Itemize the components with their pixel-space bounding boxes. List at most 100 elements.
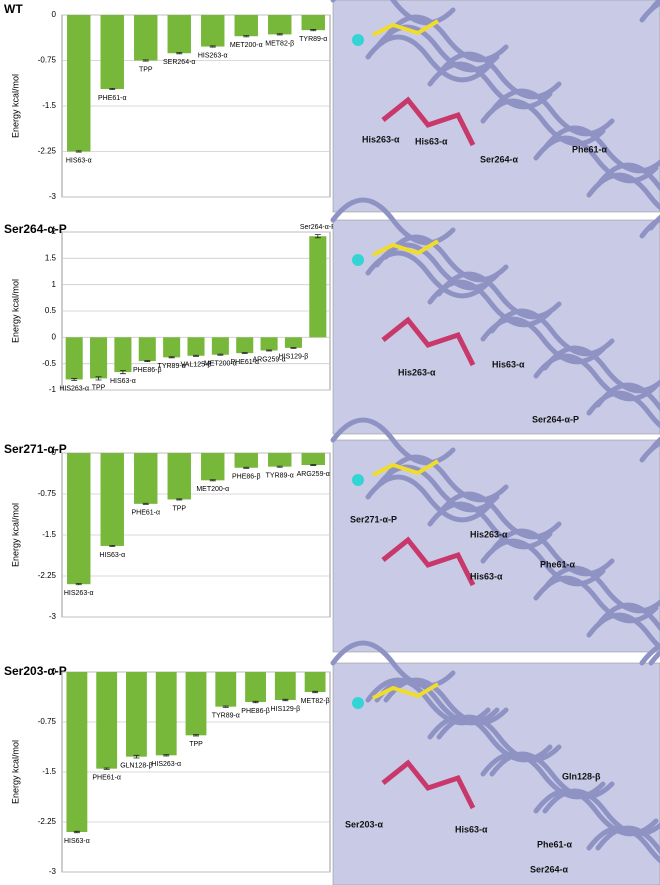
y-tick-label: -0.5 — [42, 359, 56, 368]
error-bar — [75, 150, 82, 153]
bar-label: HIS129-β — [279, 354, 309, 361]
residue-label: His63-α — [492, 359, 525, 369]
error-bar — [209, 479, 216, 482]
bar — [301, 453, 325, 466]
error-bar — [168, 356, 175, 359]
bar — [309, 236, 327, 338]
error-bar — [209, 45, 216, 48]
y-tick-label: 1.5 — [45, 253, 57, 262]
panel-title: WT — [4, 2, 23, 16]
ribbon — [480, 98, 606, 147]
error-bar — [103, 767, 110, 770]
bar-label: TPP — [92, 384, 106, 391]
ribbon — [365, 250, 491, 299]
y-tick-label: 0 — [52, 667, 57, 676]
ribbon — [365, 474, 491, 523]
error-bar — [290, 346, 297, 349]
bar-label: TPP — [189, 741, 203, 748]
ribbon — [595, 162, 660, 192]
error-bar — [243, 466, 250, 469]
bar — [167, 453, 191, 500]
ribbon — [542, 565, 660, 614]
bar — [284, 337, 302, 348]
error-bar — [119, 370, 126, 375]
y-tick-label: -3 — [49, 867, 57, 876]
error-bar — [310, 29, 317, 32]
ribbons — [330, 197, 660, 429]
bar — [211, 337, 229, 355]
ribbon — [586, 390, 660, 429]
error-bar — [222, 705, 229, 708]
ribbon — [436, 491, 562, 540]
error-bar — [133, 754, 140, 759]
residue-label: Ser264-α — [530, 864, 569, 874]
bar-label: PHE86-β — [133, 367, 162, 374]
bar — [301, 15, 325, 31]
error-bar — [310, 464, 317, 466]
error-bar — [282, 698, 289, 702]
ribbon — [533, 353, 659, 402]
error-bar — [276, 33, 283, 36]
bar-label: HIS63-α — [99, 552, 125, 559]
bar-label: HIS63-α — [110, 378, 136, 385]
ribbon — [533, 788, 659, 837]
bar-label: GLN128-β — [120, 763, 152, 770]
ribbon — [533, 575, 659, 624]
residue-label: Ser271-α-P — [350, 514, 397, 524]
ribbon — [436, 51, 562, 100]
y-tick-label: -3 — [49, 192, 57, 201]
ribbon — [533, 135, 659, 184]
panel-title: Ser203-α-P — [4, 664, 67, 678]
ribbon — [374, 464, 500, 513]
ribbon — [595, 602, 660, 632]
y-tick-label: -3 — [49, 612, 57, 621]
bar-label: PHE86-β — [232, 474, 261, 481]
error-bar — [252, 700, 259, 704]
residues — [381, 536, 476, 587]
ribbon — [427, 61, 553, 110]
error-bar — [176, 52, 183, 55]
ribbon — [383, 454, 509, 503]
bar-label: ARG259-α — [297, 471, 330, 478]
bar — [67, 453, 91, 585]
residue-label: Ser264-α-P — [532, 414, 579, 424]
error-bar — [71, 378, 78, 381]
bar — [201, 15, 225, 47]
error-bar — [276, 465, 283, 468]
error-bar — [243, 35, 250, 38]
bar-label: ARG259-α — [252, 356, 285, 363]
ligand — [372, 682, 440, 700]
error-bar — [266, 349, 273, 352]
residue-label: His63-α — [455, 824, 488, 834]
panel-title: Ser271-α-P — [4, 442, 67, 456]
ribbon — [383, 14, 509, 63]
ion — [352, 254, 364, 266]
bar — [234, 453, 258, 468]
bar-label: HIS129-β — [270, 706, 300, 713]
ribbon — [480, 538, 606, 587]
ribbon — [489, 308, 615, 357]
bar — [126, 672, 147, 757]
bar — [138, 337, 156, 362]
error-bar — [241, 352, 248, 355]
y-tick-label: 0 — [52, 10, 57, 19]
bar-label: PHE61-α — [98, 95, 127, 102]
y-tick-label: -0.75 — [38, 489, 57, 498]
bar-label: HIS263-α — [64, 590, 94, 597]
bar-label: HIS263-α — [151, 761, 181, 768]
bar-label: PHE61-α — [230, 359, 259, 366]
ribbon — [542, 125, 660, 174]
bar — [234, 15, 258, 37]
bar-label: TYR89-α — [212, 713, 240, 720]
y-tick-label: 0.5 — [45, 306, 57, 315]
y-tick-label: -0.75 — [38, 717, 57, 726]
ribbon — [489, 88, 615, 137]
ribbon — [586, 612, 660, 651]
residue-label: His263-α — [362, 134, 400, 144]
bar — [215, 672, 237, 707]
ribbon — [595, 382, 660, 412]
error-bar — [314, 234, 321, 239]
error-bar — [163, 754, 170, 757]
residues — [381, 96, 476, 147]
ribbon — [365, 677, 491, 726]
